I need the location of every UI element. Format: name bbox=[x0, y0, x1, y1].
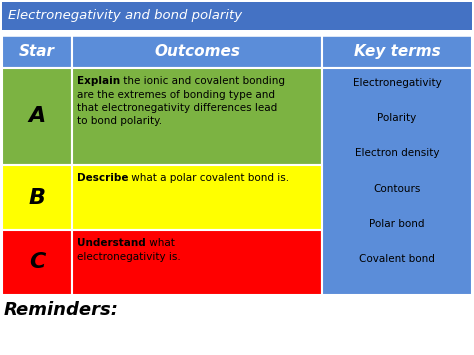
Text: are the extremes of bonding type and: are the extremes of bonding type and bbox=[77, 89, 275, 99]
Text: Reminders:: Reminders: bbox=[4, 301, 119, 319]
Text: Covalent bond: Covalent bond bbox=[359, 254, 435, 264]
Text: Understand: Understand bbox=[77, 238, 146, 248]
Text: Star: Star bbox=[19, 44, 55, 59]
Text: Electronegativity and bond polarity: Electronegativity and bond polarity bbox=[8, 10, 242, 22]
Bar bbox=[322, 68, 472, 295]
Text: Outcomes: Outcomes bbox=[154, 44, 240, 59]
Text: that electronegativity differences lead: that electronegativity differences lead bbox=[77, 103, 277, 113]
Text: Polar bond: Polar bond bbox=[369, 219, 425, 229]
Bar bbox=[2, 230, 72, 295]
Bar bbox=[2, 35, 72, 68]
Text: to bond polarity.: to bond polarity. bbox=[77, 116, 162, 126]
Text: Contours: Contours bbox=[374, 184, 421, 193]
Text: B: B bbox=[28, 187, 46, 208]
Bar bbox=[72, 165, 322, 230]
Text: Polarity: Polarity bbox=[377, 113, 417, 123]
Text: what a polar covalent bond is.: what a polar covalent bond is. bbox=[128, 173, 290, 183]
Text: Explain: Explain bbox=[77, 76, 120, 86]
Bar bbox=[2, 68, 72, 165]
Text: Describe: Describe bbox=[77, 173, 128, 183]
Bar bbox=[72, 68, 322, 165]
Text: the ionic and covalent bonding: the ionic and covalent bonding bbox=[120, 76, 285, 86]
Text: what: what bbox=[146, 238, 174, 248]
Bar bbox=[2, 2, 472, 30]
Bar bbox=[72, 35, 322, 68]
Text: Electronegativity: Electronegativity bbox=[353, 78, 441, 88]
Text: A: A bbox=[28, 106, 46, 126]
Text: electronegativity is.: electronegativity is. bbox=[77, 251, 181, 262]
Bar bbox=[72, 230, 322, 295]
Text: C: C bbox=[29, 252, 45, 273]
Bar bbox=[322, 35, 472, 68]
Bar bbox=[2, 165, 72, 230]
Text: Key terms: Key terms bbox=[354, 44, 440, 59]
Text: Electron density: Electron density bbox=[355, 148, 439, 158]
